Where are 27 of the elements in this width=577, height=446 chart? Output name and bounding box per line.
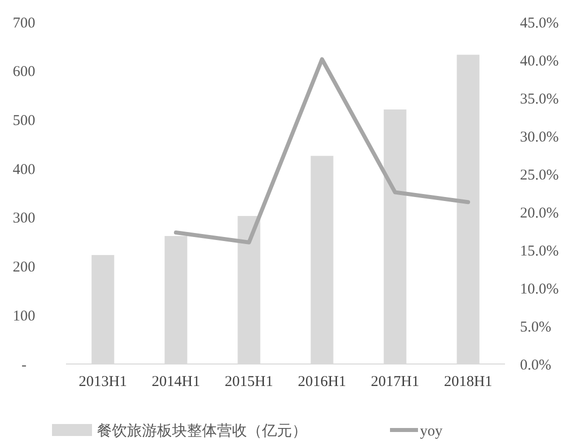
y-tick-label: - (22, 357, 26, 374)
y2-tick-label: 25.0% (520, 167, 559, 184)
y2-tick-label: 45.0% (520, 15, 559, 32)
y2-tick-label: 20.0% (520, 205, 559, 222)
y2-tick-label: 0.0% (520, 357, 552, 374)
y2-tick-label: 30.0% (520, 129, 559, 146)
y-tick-label: 300 (12, 210, 36, 227)
y2-tick-label: 10.0% (520, 281, 559, 298)
y-tick-label: 400 (12, 162, 36, 178)
y-tick-label: 700 (12, 15, 36, 32)
x-tick-label: 2014H1 (152, 374, 200, 390)
y2-tick-label: 35.0% (520, 91, 559, 108)
y-tick-label: 100 (12, 308, 36, 324)
y-tick-label: 200 (12, 260, 36, 276)
legend-label: yoy (420, 423, 443, 440)
y-tick-label: 500 (12, 112, 36, 129)
x-tick-label: 2013H1 (78, 374, 128, 390)
y2-tick-label: 40.0% (520, 53, 559, 70)
x-tick-label: 2016H1 (298, 374, 346, 390)
line-series (174, 57, 470, 244)
legend-label: 餐饮旅游板块整体营收（亿元） (97, 422, 307, 440)
x-tick-label: 2015H1 (224, 374, 274, 390)
y2-tick-label: 15.0% (520, 243, 559, 260)
y-tick-label: 600 (12, 64, 36, 80)
x-tick-label: 2018H1 (444, 374, 492, 390)
y2-tick-label: 5.0% (520, 319, 552, 336)
x-tick-label: 2017H1 (370, 374, 420, 390)
